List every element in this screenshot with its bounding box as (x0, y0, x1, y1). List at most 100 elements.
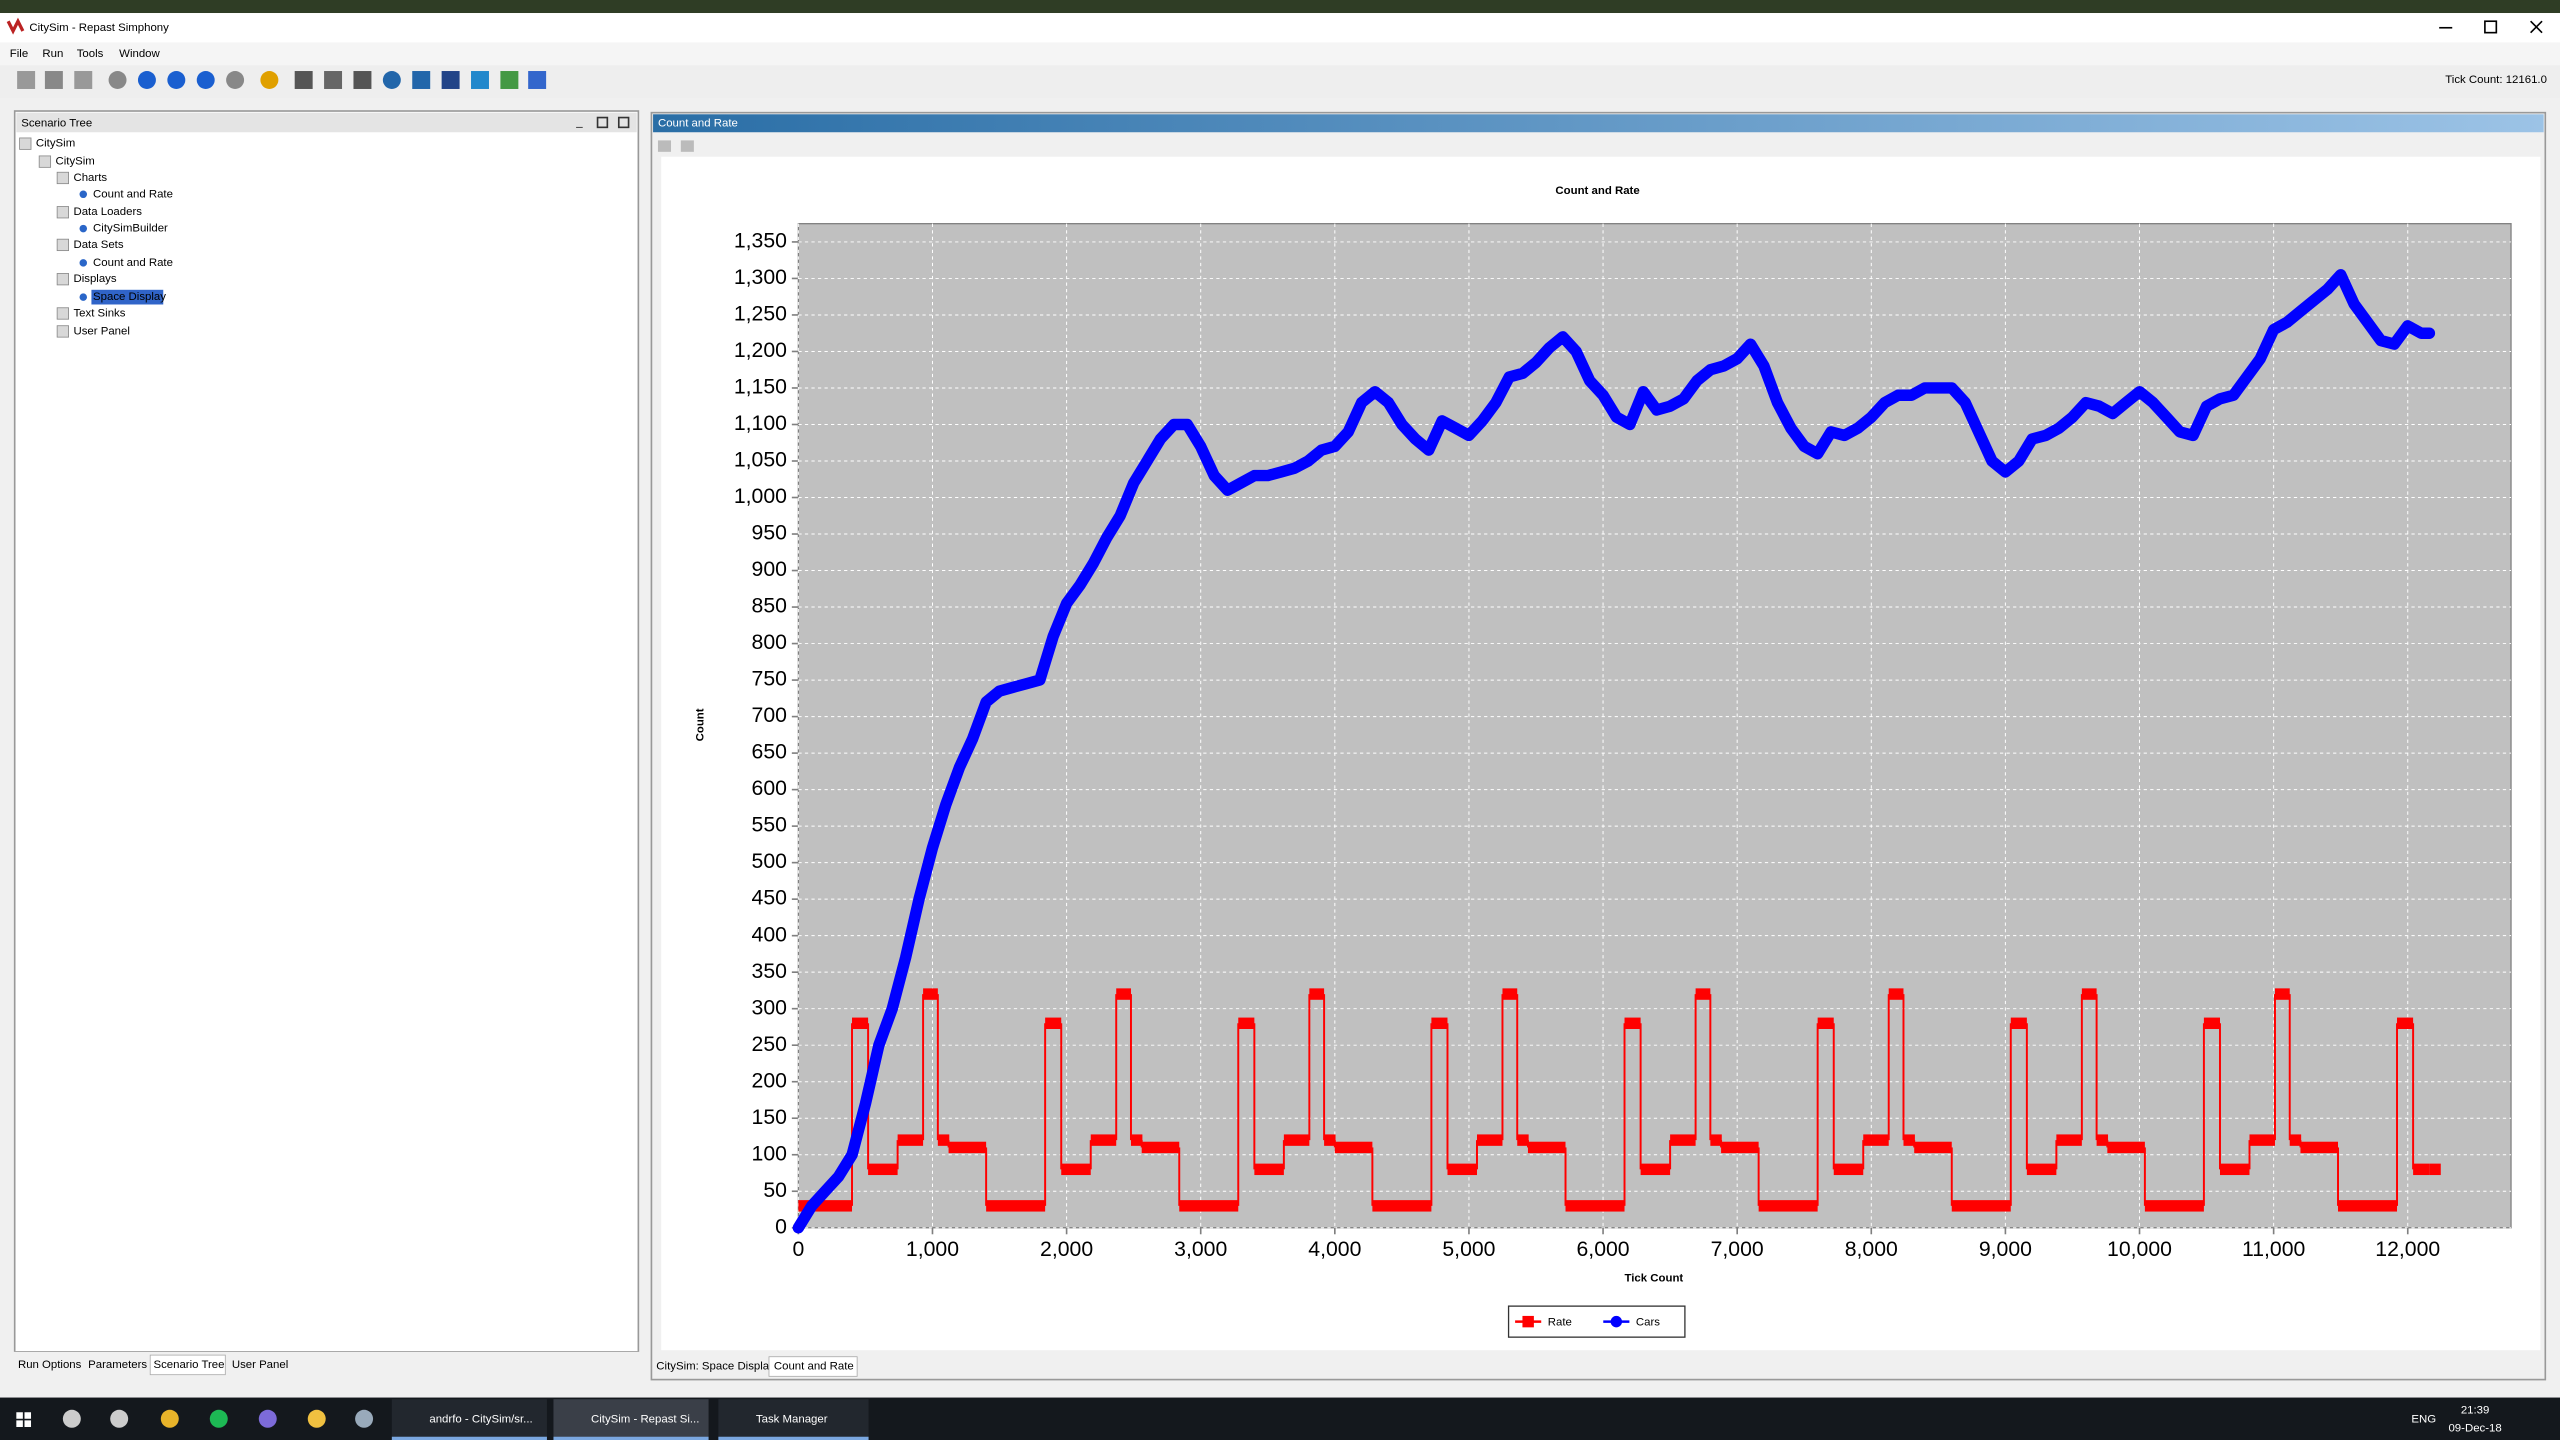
tree-item[interactable]: Text Sinks (73, 307, 125, 319)
tree-item[interactable]: Space Display (93, 291, 166, 303)
toolbar-button[interactable] (382, 71, 401, 89)
toolbar-button[interactable] (108, 71, 127, 89)
chart-tool[interactable] (657, 140, 672, 152)
taskbar-item-label[interactable]: CitySim - Repast Si... (591, 1414, 699, 1426)
taskbar-item-label[interactable]: Task Manager (756, 1414, 828, 1426)
taskbar-item[interactable] (553, 1399, 709, 1440)
taskbar-icon[interactable] (258, 1409, 277, 1428)
taskbar-icon[interactable] (160, 1409, 179, 1428)
tree-icon (19, 137, 32, 150)
taskbar-icon[interactable] (209, 1409, 228, 1428)
rate-step (1141, 1141, 1180, 1154)
tree-item[interactable]: Data Loaders (73, 206, 142, 218)
close-button[interactable] (2530, 20, 2543, 34)
toolbar-button[interactable] (167, 71, 186, 89)
legend-label: Rate (1548, 1316, 1572, 1328)
tab-selected (768, 1356, 858, 1377)
rate-step (1090, 1134, 1117, 1146)
taskbar-item[interactable] (391, 1399, 547, 1440)
taskbar-time: 21:39 (2461, 1405, 2490, 1417)
toolbar-button[interactable] (471, 71, 489, 89)
rate-step (1254, 1163, 1284, 1176)
rate-step (1431, 1017, 1448, 1030)
tree-item[interactable]: Charts (73, 172, 107, 184)
menu-item[interactable]: Run (42, 48, 63, 60)
rate-step (1324, 1134, 1336, 1146)
desktop-strip (0, 0, 2560, 14)
toolbar-button[interactable] (44, 71, 63, 89)
toolbar-button[interactable] (17, 71, 36, 89)
taskbar-icon[interactable] (110, 1409, 129, 1428)
toolbar-button[interactable] (74, 71, 93, 89)
cars-line (792, 269, 2436, 1234)
rate-step (2289, 1134, 2302, 1146)
toolbar-button[interactable] (196, 71, 215, 89)
toolbar-button[interactable] (260, 71, 279, 89)
panel-tab[interactable]: Run Options (18, 1359, 82, 1371)
chart-panel-title: Count and Rate (658, 117, 738, 129)
tree-icon (79, 293, 88, 301)
taskbar-icon[interactable] (307, 1409, 326, 1428)
toolbar-button[interactable] (294, 71, 313, 89)
tree-item[interactable]: CitySim (36, 138, 75, 150)
toolbar-button[interactable] (412, 71, 431, 89)
chart-panel-header (653, 114, 2544, 133)
rate-step (1903, 1134, 1915, 1146)
tree-icon (56, 307, 69, 320)
y-tick-label: 850 (752, 595, 787, 618)
x-tick-label: 11,000 (2242, 1238, 2305, 1261)
rate-step (2056, 1134, 2082, 1146)
toolbar-button[interactable] (441, 71, 460, 89)
rate-step (2203, 1017, 2220, 1030)
panel-restore[interactable] (617, 116, 630, 129)
tree-icon (79, 259, 88, 267)
y-tick-label: 50 (763, 1179, 787, 1202)
y-tick-label: 200 (752, 1069, 787, 1092)
taskbar-item-label[interactable]: andrfo - CitySim/sr... (429, 1414, 532, 1426)
taskbar-item-underline (391, 1436, 547, 1440)
rate-step (852, 1017, 869, 1030)
y-tick-label: 1,150 (734, 376, 787, 399)
x-tick-label: 6,000 (1577, 1238, 1630, 1261)
taskbar-item[interactable] (718, 1399, 869, 1440)
taskbar-icon[interactable] (62, 1409, 81, 1428)
panel-maximize[interactable] (596, 116, 609, 129)
rate-step (948, 1141, 987, 1154)
rate-step (798, 1200, 853, 1212)
chart-tool[interactable] (680, 140, 694, 152)
toolbar-button[interactable] (500, 71, 519, 89)
start-button[interactable] (16, 1412, 32, 1427)
taskbar-icon[interactable] (355, 1409, 374, 1428)
panel-tab[interactable]: Parameters (88, 1359, 147, 1371)
tree-item[interactable]: Count and Rate (93, 257, 173, 269)
tree-item[interactable]: Displays (73, 273, 116, 285)
panel-tab[interactable]: CitySim: Space Display (656, 1361, 775, 1373)
toolbar-button[interactable] (353, 71, 372, 89)
rate-step (2249, 1134, 2275, 1146)
maximize-button[interactable] (2484, 20, 2498, 34)
toolbar-button[interactable] (528, 71, 547, 89)
tree-item[interactable]: CitySim (56, 156, 95, 168)
x-tick-label: 8,000 (1845, 1238, 1898, 1261)
tree-item[interactable]: Data Sets (73, 239, 123, 251)
toolbar-button[interactable] (226, 71, 245, 89)
menu-item[interactable]: Window (119, 48, 160, 60)
tree-item[interactable]: CitySimBuilder (93, 223, 168, 235)
y-axis-label: Count (694, 708, 706, 741)
panel-tab[interactable]: Scenario Tree (153, 1359, 224, 1371)
window-title: CitySim - Repast Simphony (29, 22, 169, 34)
toolbar-button[interactable] (137, 71, 156, 89)
menu-item[interactable]: Tools (77, 48, 104, 60)
panel-tab[interactable]: User Panel (232, 1359, 288, 1371)
tree-item[interactable]: Count and Rate (93, 188, 173, 200)
x-tick-label: 4,000 (1308, 1238, 1361, 1261)
rate-step (1130, 1134, 1143, 1146)
rate-step (1914, 1141, 1952, 1154)
menu-item[interactable]: File (10, 48, 28, 60)
panel-tab[interactable]: Count and Rate (774, 1361, 854, 1373)
panel-minimize[interactable]: _ (575, 116, 583, 128)
toolbar-button[interactable] (324, 71, 343, 89)
y-tick-label: 1,050 (734, 449, 787, 472)
tree-item[interactable]: User Panel (73, 325, 129, 337)
